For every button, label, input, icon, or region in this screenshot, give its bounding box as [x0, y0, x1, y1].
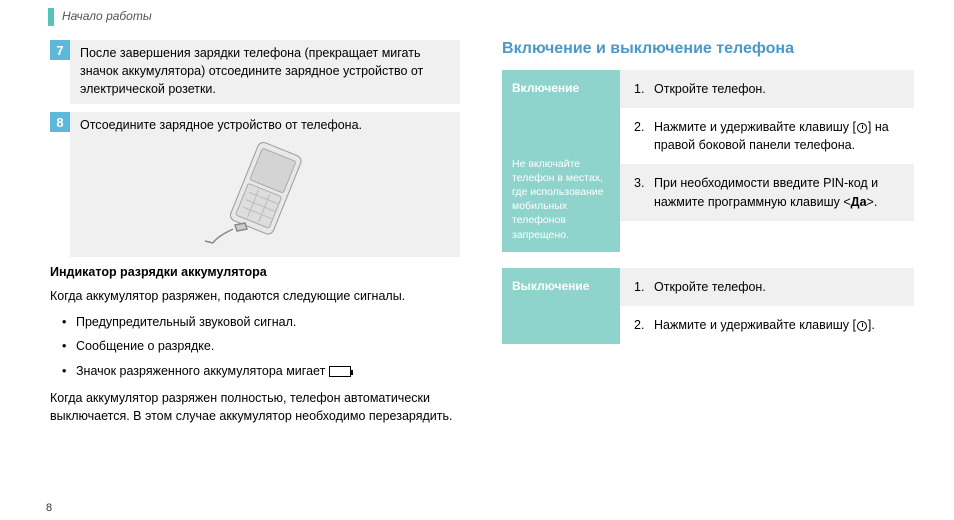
power-on-table: Включение Не включайте телефон в местах,…	[502, 70, 914, 252]
battery-para-1: Когда аккумулятор разряжен, подаются сле…	[50, 287, 460, 305]
battery-indicator-heading: Индикатор разрядки аккумулятора	[50, 265, 460, 279]
breadcrumb: Начало работы	[62, 9, 152, 23]
step-number: 8	[50, 112, 70, 132]
table-row: 2. Нажмите и удерживайте клавишу [] на п…	[620, 108, 914, 164]
left-column: 7 После завершения зарядки телефона (пре…	[50, 40, 460, 433]
row-text: Нажмите и удерживайте клавишу [].	[654, 316, 904, 334]
table-row: 2. Нажмите и удерживайте клавишу [].	[620, 306, 914, 344]
row-text: Откройте телефон.	[654, 80, 904, 98]
step-7: 7 После завершения зарядки телефона (пре…	[50, 40, 460, 104]
step-text: После завершения зарядки телефона (прекр…	[70, 40, 460, 104]
battery-bullet-list: Предупредительный звуковой сигнал. Сообщ…	[50, 313, 460, 381]
table-right-on: 1. Откройте телефон. 2. Нажмите и удержи…	[620, 70, 914, 252]
text: ].	[868, 318, 875, 332]
text: >.	[867, 195, 878, 209]
table-right-off: 1. Откройте телефон. 2. Нажмите и удержи…	[620, 268, 914, 344]
table-row: 1. Откройте телефон.	[620, 70, 914, 108]
list-item: Сообщение о разрядке.	[62, 337, 460, 356]
on-label: Включение	[512, 80, 612, 97]
table-left-cell-on: Включение Не включайте телефон в местах,…	[502, 70, 620, 252]
row-text: Откройте телефон.	[654, 278, 904, 296]
text: Нажмите и удерживайте клавишу [	[654, 120, 856, 134]
phone-illustration	[80, 135, 450, 251]
list-item: Предупредительный звуковой сигнал.	[62, 313, 460, 332]
text: Нажмите и удерживайте клавишу [	[654, 318, 856, 332]
step-number: 7	[50, 40, 70, 60]
row-num: 1.	[634, 278, 654, 296]
battery-icon	[329, 366, 351, 377]
text: Значок разряженного аккумулятора мигает	[76, 364, 329, 378]
step-8: 8 Отсоедините зарядное устройство от тел…	[50, 112, 460, 256]
table-row: 1. Откройте телефон.	[620, 268, 914, 306]
table-row: 3. При необходимости введите PIN-код и н…	[620, 164, 914, 220]
step-text: Отсоедините зарядное устройство от телеф…	[70, 112, 460, 256]
battery-para-2: Когда аккумулятор разряжен полностью, те…	[50, 389, 460, 425]
header-accent	[48, 8, 54, 26]
row-text: Нажмите и удерживайте клавишу [] на прав…	[654, 118, 904, 154]
page-content: 7 После завершения зарядки телефона (пре…	[50, 40, 914, 433]
row-num: 1.	[634, 80, 654, 98]
row-num: 2.	[634, 316, 654, 334]
off-label: Выключение	[512, 278, 612, 295]
power-off-table: Выключение 1. Откройте телефон. 2. Нажми…	[502, 268, 914, 344]
table-left-cell-off: Выключение	[502, 268, 620, 344]
text-bold: Да	[851, 195, 867, 209]
page-number: 8	[46, 502, 52, 514]
list-item: Значок разряженного аккумулятора мигает …	[62, 362, 460, 381]
row-num: 3.	[634, 174, 654, 210]
row-num: 2.	[634, 118, 654, 154]
power-icon	[857, 123, 867, 133]
section-title: Включение и выключение телефона	[502, 40, 914, 58]
text: При необходимости введите PIN-код и нажм…	[654, 176, 878, 208]
step-8-caption: Отсоедините зарядное устройство от телеф…	[80, 116, 450, 134]
power-icon	[857, 321, 867, 331]
row-text: При необходимости введите PIN-код и нажм…	[654, 174, 904, 210]
right-column: Включение и выключение телефона Включени…	[502, 40, 914, 433]
on-note: Не включайте телефон в местах, где испол…	[512, 157, 612, 242]
